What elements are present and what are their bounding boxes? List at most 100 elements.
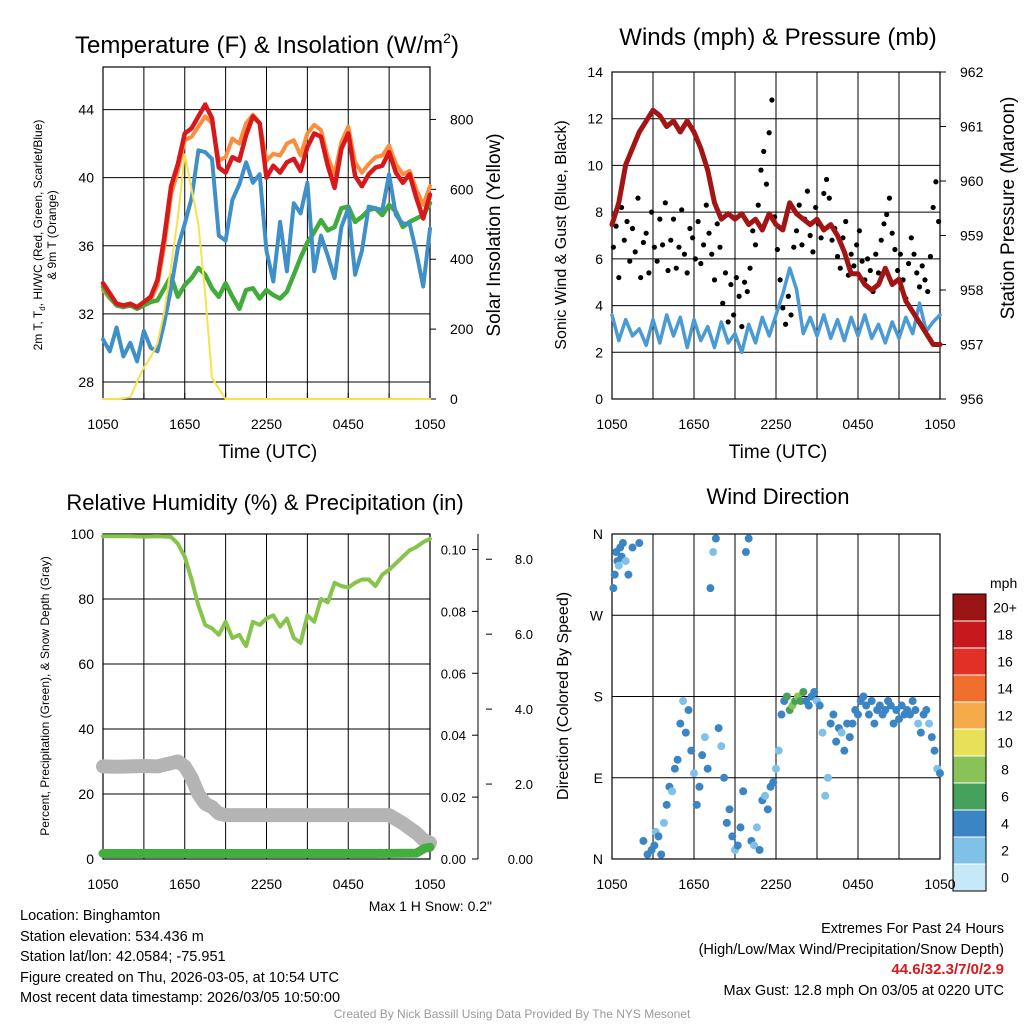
- wind-direction-point: [628, 543, 637, 552]
- winds-panel: Winds (mph) & Pressure (mb) Time (UTC) S…: [553, 24, 1019, 463]
- gust-point: [766, 130, 772, 136]
- max-snow-note: Max 1 H Snow: 0.2": [369, 898, 492, 914]
- wind-direction-panel: Wind Direction Direction (Colored By Spe…: [555, 484, 1017, 892]
- wind-direction-point: [821, 791, 830, 800]
- y-tick-label: 6: [595, 251, 603, 267]
- x-tick-label: 1650: [678, 876, 709, 892]
- y-tick-label: 44: [78, 102, 94, 118]
- gust-point: [864, 256, 871, 262]
- gust-point: [714, 221, 720, 227]
- gust-point: [750, 228, 756, 234]
- gust-point: [799, 242, 805, 248]
- gust-point: [761, 148, 767, 155]
- gust-point: [725, 319, 731, 325]
- gust-point: [684, 270, 690, 276]
- wind-direction-point: [621, 557, 630, 566]
- wind-direction-point: [687, 746, 696, 755]
- x-tick-label: 2250: [760, 416, 791, 432]
- gust-point: [933, 179, 939, 185]
- gust-point: [834, 253, 841, 260]
- y-tick-label: W: [590, 607, 604, 623]
- colorbar-swatch: [952, 674, 987, 703]
- gust-point: [837, 265, 843, 271]
- wind-direction-point: [774, 746, 783, 755]
- colorbar-label: 16: [997, 654, 1013, 670]
- extremes-info: Extremes For Past 24 Hours (High/Low/Max…: [699, 919, 1004, 1001]
- y-tick-label: 40: [78, 170, 94, 186]
- gust-point: [854, 242, 860, 248]
- wind-direction-point: [823, 773, 832, 782]
- gust-point: [627, 258, 633, 264]
- wind-direction-point: [624, 570, 633, 579]
- humidity-ylabel: Percent, Precipitation (Green), & Snow D…: [38, 556, 52, 835]
- wind-direction-point: [692, 800, 701, 809]
- y-tick-label: N: [593, 851, 603, 867]
- wind-direction-point: [875, 701, 884, 710]
- wind-direction-point: [922, 706, 931, 715]
- wind-direction-point: [936, 769, 944, 778]
- gust-point: [629, 225, 636, 232]
- snow-tick-label: 6.0: [515, 627, 533, 642]
- wind-direction-title: Wind Direction: [706, 484, 849, 509]
- wind-direction-point: [799, 687, 808, 696]
- gust-point: [651, 244, 657, 250]
- credit-line: Created By Nick Bassill Using Data Provi…: [333, 1007, 691, 1021]
- gust-point: [624, 218, 630, 225]
- snow-zero-label: 0.00: [508, 852, 533, 867]
- wind-direction-point: [684, 706, 693, 715]
- y-tick-label: N: [593, 526, 603, 542]
- wind-direction-point: [670, 764, 679, 773]
- gust-point: [722, 270, 729, 276]
- wind-direction-point: [750, 841, 759, 850]
- y2-tick-label: 961: [960, 119, 984, 135]
- precip-tick-label: 0.10: [441, 542, 466, 557]
- gust-point: [769, 97, 775, 103]
- wind-direction-point: [703, 764, 712, 773]
- wind-direction-point: [761, 791, 770, 800]
- gust-point: [927, 253, 934, 260]
- wind-direction-point: [916, 728, 925, 737]
- y2-tick-label: 0: [450, 391, 458, 407]
- gust-point: [925, 288, 931, 295]
- gust-point: [736, 293, 742, 299]
- y-tick-label: 32: [78, 306, 94, 322]
- wind-direction-point: [706, 584, 715, 593]
- wind-direction-point: [864, 710, 873, 719]
- snow-depth-line: [96, 754, 437, 850]
- gust-point: [700, 242, 707, 248]
- wind-direction-point: [763, 805, 772, 814]
- colorbar-swatch: [952, 782, 987, 811]
- station-location: Location: Binghamton: [20, 908, 161, 924]
- gust-point: [782, 321, 789, 327]
- gust-point: [706, 230, 712, 236]
- x-tick-label: 1050: [596, 416, 627, 432]
- colorbar-label: 4: [1001, 816, 1009, 832]
- gust-point: [897, 251, 903, 257]
- winds-ylabel-right: Station Pressure (Maroon): [998, 97, 1019, 320]
- wind-direction-point: [618, 539, 627, 548]
- gust-point: [796, 202, 802, 208]
- x-tick-label: 2250: [251, 416, 282, 432]
- relative-humidity-line: [101, 534, 432, 649]
- colorbar-label: 14: [997, 681, 1013, 697]
- gust-point: [662, 200, 668, 206]
- gust-point: [867, 267, 873, 274]
- colorbar-swatch: [952, 620, 987, 649]
- x-tick-label: 1650: [169, 876, 200, 892]
- snow-tick-label: 4.0: [515, 702, 533, 717]
- wind-direction-point: [700, 733, 709, 742]
- colorbar: 0 2 4 6 8 10 12 14 16 18 20+: [952, 593, 1017, 892]
- gust-point: [654, 258, 660, 264]
- gust-point: [763, 181, 770, 187]
- gust-point: [791, 244, 797, 250]
- gust-point: [777, 277, 783, 283]
- wind-direction-point: [668, 787, 677, 796]
- wind-direction-point: [837, 728, 846, 737]
- temperature-ylabel-line1: 2m T, Td, HI/WC (Red, Green, Scarlet/Blu…: [31, 120, 47, 351]
- colorbar-title: mph: [990, 575, 1017, 591]
- gust-point: [843, 218, 849, 225]
- temperature-title: Temperature (F) & Insolation (W/m2): [75, 30, 459, 59]
- y2-tick-label: 800: [450, 111, 474, 127]
- y-tick-label: 0: [86, 851, 94, 867]
- wind-direction-point: [859, 692, 868, 701]
